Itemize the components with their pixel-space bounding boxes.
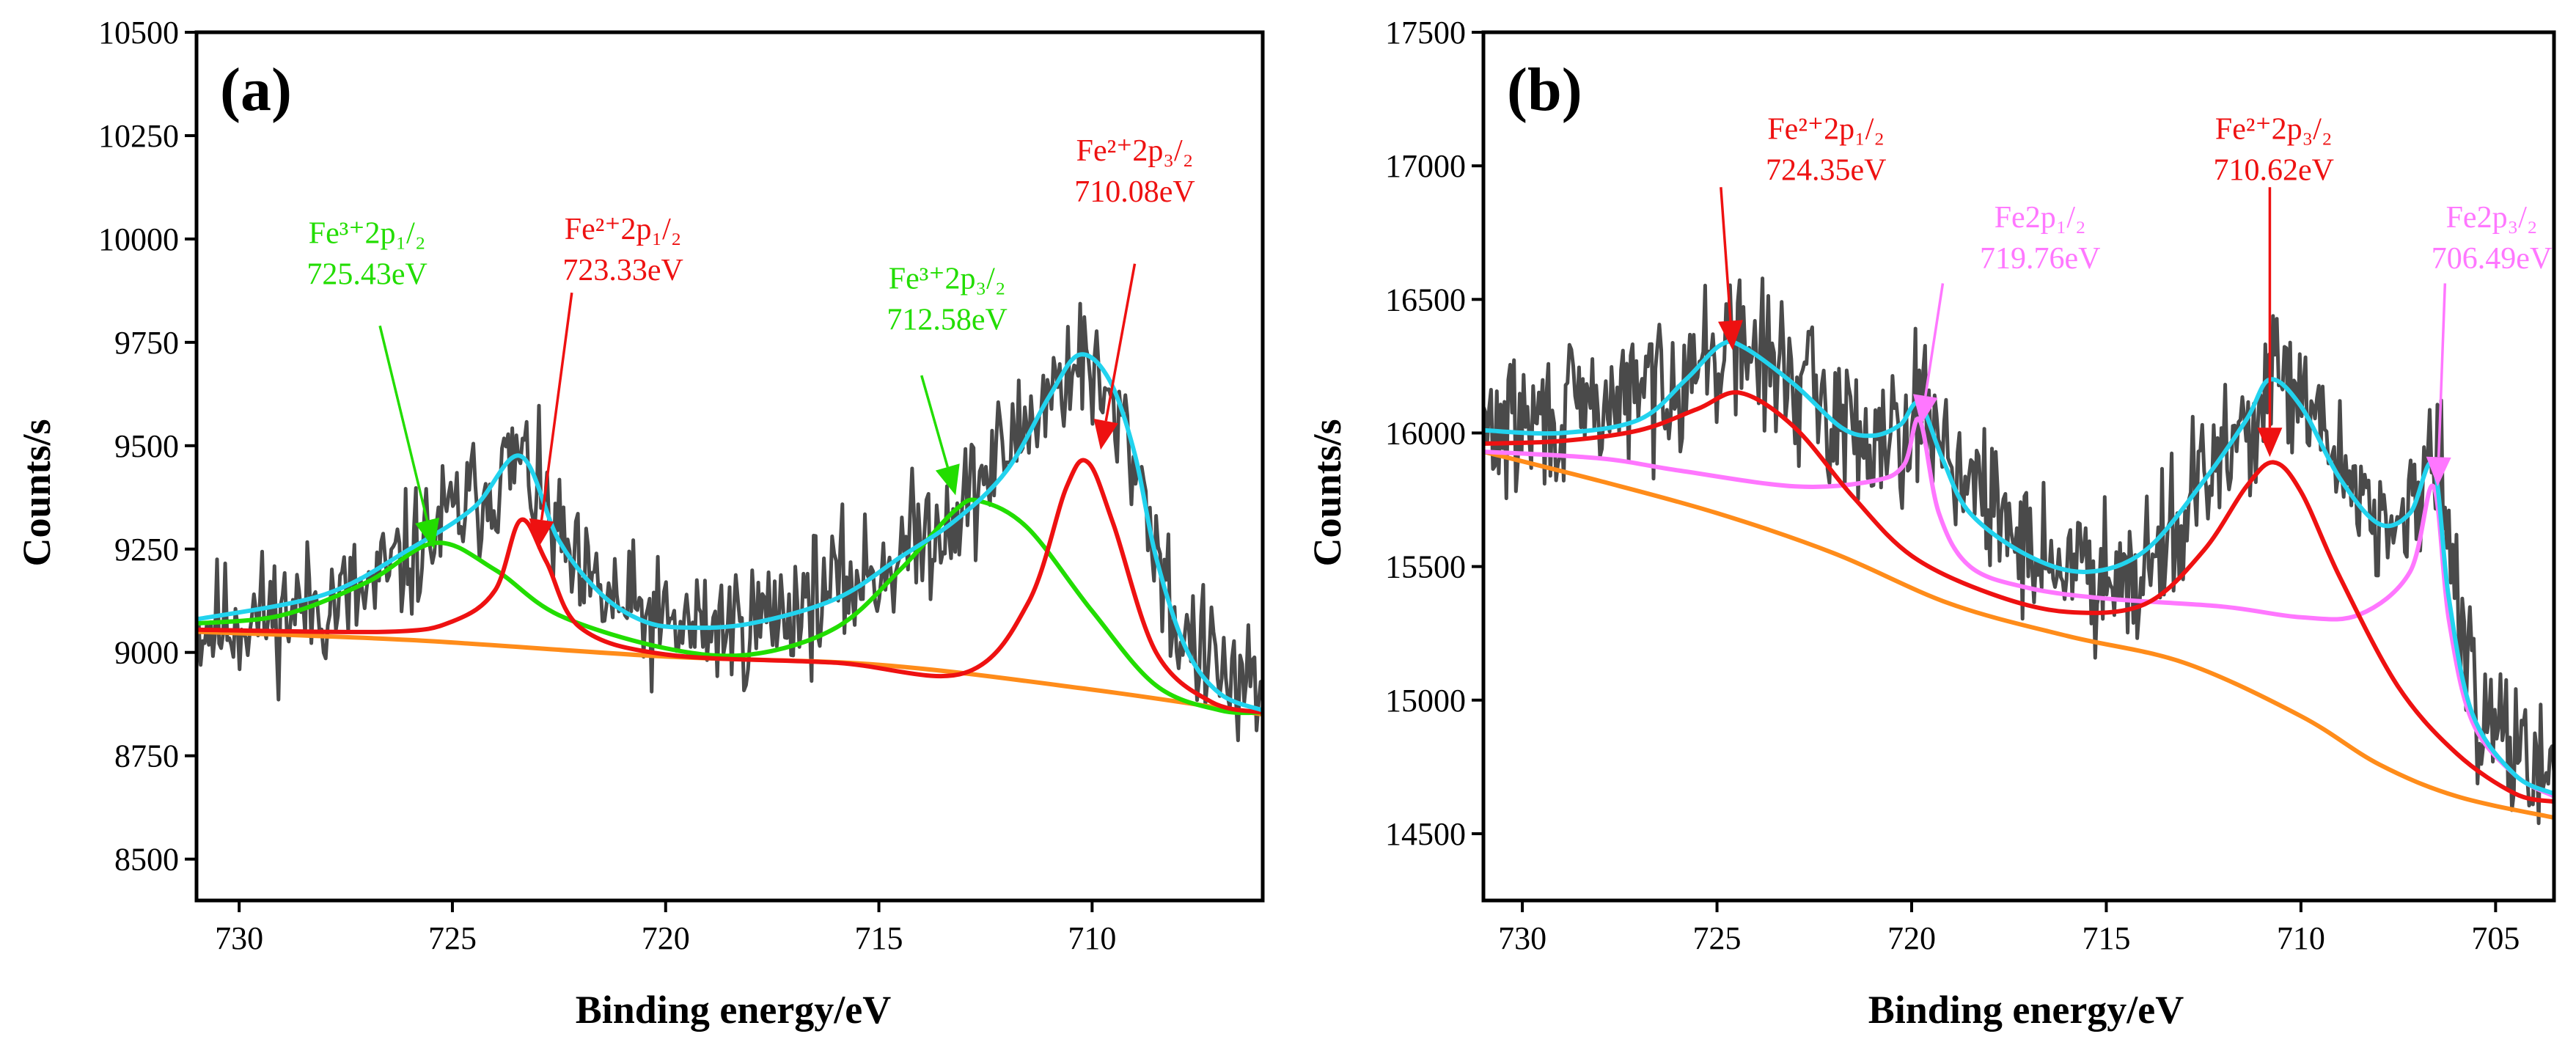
panel-a-x-tick-label: 725: [428, 920, 477, 956]
panel-a-raw-data-line: [197, 301, 1263, 743]
panel-b-peak-label-1-name: Fe²⁺2p₁/₂: [1767, 113, 1885, 147]
panel-b-plot-area: [1483, 276, 2554, 826]
panel-a-y-tick-label: 8500: [114, 842, 179, 878]
panel-b-x-tick-label: 725: [1693, 920, 1742, 956]
panel-a-peak-label-1-energy: 725.43eV: [307, 258, 427, 292]
panel-a-peak-label-3-name: Fe³⁺2p₃/₂: [889, 263, 1006, 296]
panel-b-peak-arrow-1: [1720, 187, 1732, 321]
panel-b-chart: (b) Binding energy/eV Counts/s 730 725 720…: [1305, 15, 2556, 1032]
panel-b-y-tick-label: 16500: [1385, 282, 1466, 318]
panel-b-peak-arrowhead-2: [1913, 394, 1938, 425]
panel-a-x-axis-title: Binding energy/eV: [576, 988, 892, 1032]
panel-a-y-tick-label: 9500: [114, 428, 179, 464]
panel-b-y-tick-label: 15000: [1385, 683, 1466, 719]
panel-a-peak-arrowhead-1: [415, 517, 439, 549]
panel-b-series-fe2-fit: [1483, 416, 2554, 799]
panel-b-y-tick-label: 17000: [1385, 148, 1466, 184]
panel-b-peak-label-3-energy: 710.62eV: [2214, 154, 2334, 188]
panel-a-series-fe2-2p1-2-fit: [197, 458, 1263, 715]
panel-a-peak-label-4-energy: 710.08eV: [1074, 175, 1195, 209]
panel-a-label: (a): [220, 56, 292, 124]
panel-a-chart: (a) Binding energy/eV Counts/s 730 725 720…: [15, 15, 1265, 1032]
panel-b-peak-label-2-name: Fe2p₁/₂: [1995, 201, 2086, 235]
panel-a-peak-arrowhead-4: [1093, 419, 1118, 450]
panel-a-peak-label-3-energy: 712.58eV: [887, 304, 1007, 337]
panel-b-peak-arrow-4: [2437, 283, 2447, 458]
panel-b-y-tick-label: 16000: [1385, 415, 1466, 451]
panel-a-series-envelope: [197, 352, 1263, 713]
panel-a-plot-area: [197, 301, 1263, 743]
panel-a-series-fe3-2p1-2-fit: [197, 497, 1263, 716]
panel-b-label: (b): [1507, 56, 1582, 124]
panel-b-peak-arrowhead-4: [2426, 456, 2451, 487]
panel-b-series-fe2-fit: [1483, 390, 2554, 804]
panel-b-series-background: [1483, 450, 2554, 821]
panel-a-y-tick-label: 10250: [98, 118, 179, 154]
panel-a-frame: [194, 30, 1265, 903]
panel-a-peak-arrowhead-2: [529, 518, 554, 549]
panel-a-peak-arrow-2: [540, 292, 573, 521]
panel-a-peak-arrow-3: [920, 375, 949, 468]
panel-a-peak-arrow-4: [1104, 263, 1137, 422]
panel-b-y-tick-label: 17500: [1385, 15, 1466, 51]
panel-b-y-axis-title: Counts/s: [1305, 419, 1349, 566]
panel-a-peak-label-1-name: Fe³⁺2p₁/₂: [309, 217, 426, 251]
panel-a-x-tick-label: 720: [642, 920, 690, 956]
panel-a-y-tick-label: 8750: [114, 738, 179, 774]
panel-b-x-tick-label: 710: [2277, 920, 2325, 956]
panel-b-peak-arrow-2: [1924, 283, 1945, 397]
panel-b-y-tick-label: 14500: [1385, 816, 1466, 852]
panel-b-x-tick-label: 720: [1887, 920, 1936, 956]
panel-a-peak-arrowhead-3: [935, 463, 960, 496]
panel-a-x-tick-label: 730: [215, 920, 263, 956]
panel-a-y-tick-label: 9250: [114, 532, 179, 568]
panel-a-y-axis-title: Counts/s: [15, 419, 59, 566]
panel-b-x-axis-title: Binding energy/eV: [1868, 988, 2184, 1032]
panel-b-peak-label-4-energy: 706.49eV: [2432, 242, 2552, 276]
panel-b-frame: [1481, 30, 2556, 903]
panel-a-y-tick-label: 10000: [98, 221, 179, 257]
panel-a-x-tick-label: 710: [1068, 920, 1116, 956]
panel-b-x-tick-label: 715: [2082, 920, 2130, 956]
panel-b-peak-label-1-energy: 724.35eV: [1766, 154, 1886, 188]
panel-b-peak-label-2-energy: 719.76eV: [1980, 242, 2100, 276]
panel-b-peak-arrowhead-3: [2257, 428, 2283, 458]
panel-a-peak-label-4-name: Fe²⁺2p₃/₂: [1076, 134, 1194, 168]
panel-a-y-tick-label: 9000: [114, 635, 179, 671]
panel-a-y-tick-label: 10500: [98, 15, 179, 51]
panel-a-y-tick-label: 9750: [114, 325, 179, 361]
panel-b-raw-data-line: [1483, 276, 2554, 826]
panel-a-x-tick-label: 715: [855, 920, 903, 956]
panel-a-peak-label-2-energy: 723.33eV: [562, 254, 683, 287]
panel-a-peak-arrow-1: [378, 325, 429, 521]
panel-b-y-tick-label: 15500: [1385, 549, 1466, 585]
panel-a-peak-label-2-name: Fe²⁺2p₁/₂: [565, 213, 682, 246]
panel-b-peak-arrowhead-1: [1718, 320, 1743, 351]
panel-b-x-tick-label: 730: [1498, 920, 1546, 956]
panel-b-peak-label-3-name: Fe²⁺2p₃/₂: [2215, 113, 2333, 147]
panel-b-peak-label-4-name: Fe2p₃/₂: [2446, 201, 2538, 235]
panel-b-x-tick-label: 705: [2471, 920, 2520, 956]
